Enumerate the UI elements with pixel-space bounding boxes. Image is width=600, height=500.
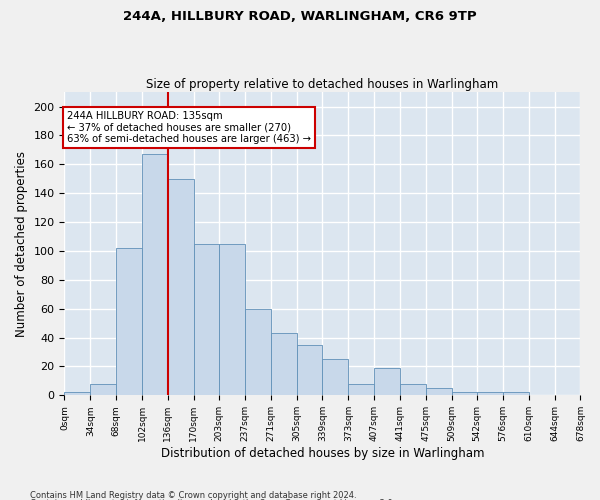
Bar xyxy=(219,244,245,396)
Bar xyxy=(90,384,116,396)
Bar xyxy=(426,388,452,396)
Bar xyxy=(296,345,322,396)
Bar xyxy=(477,392,503,396)
Text: 244A, HILLBURY ROAD, WARLINGHAM, CR6 9TP: 244A, HILLBURY ROAD, WARLINGHAM, CR6 9TP xyxy=(123,10,477,23)
X-axis label: Distribution of detached houses by size in Warlingham: Distribution of detached houses by size … xyxy=(161,447,484,460)
Text: Contains HM Land Registry data © Crown copyright and database right 2024.: Contains HM Land Registry data © Crown c… xyxy=(30,490,356,500)
Title: Size of property relative to detached houses in Warlingham: Size of property relative to detached ho… xyxy=(146,78,499,91)
Bar xyxy=(349,384,374,396)
Bar xyxy=(116,248,142,396)
Bar xyxy=(322,360,349,396)
Bar xyxy=(64,392,90,396)
Bar xyxy=(168,179,194,396)
Bar xyxy=(245,308,271,396)
Bar xyxy=(452,392,477,396)
Y-axis label: Number of detached properties: Number of detached properties xyxy=(15,151,28,337)
Text: 244A HILLBURY ROAD: 135sqm
← 37% of detached houses are smaller (270)
63% of sem: 244A HILLBURY ROAD: 135sqm ← 37% of deta… xyxy=(67,111,311,144)
Bar xyxy=(194,244,219,396)
Bar xyxy=(271,334,296,396)
Bar xyxy=(400,384,426,396)
Bar xyxy=(374,368,400,396)
Bar xyxy=(503,392,529,396)
Bar xyxy=(142,154,168,396)
